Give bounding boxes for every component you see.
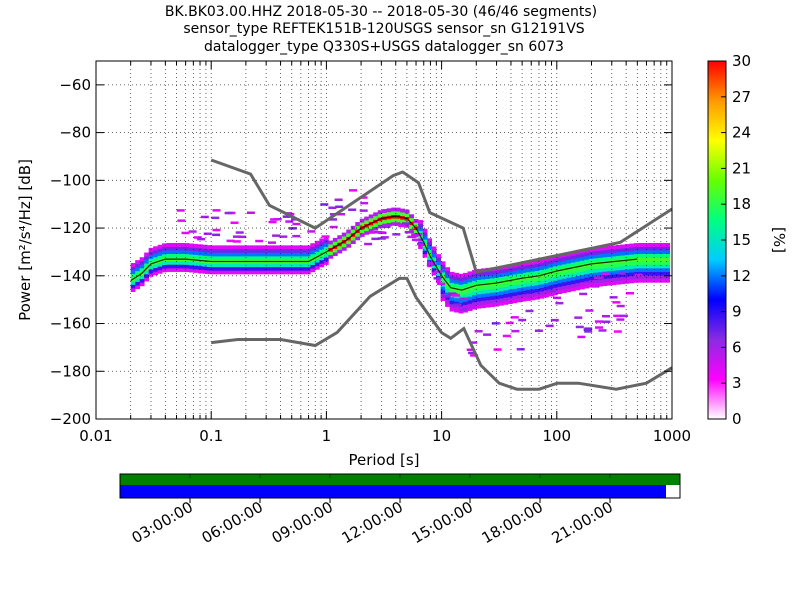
title-line-2: sensor_type REFTEK151B-120USGS sensor_sn… xyxy=(183,21,584,37)
x-tick-label: 1000 xyxy=(653,427,691,445)
low-noise-model-line xyxy=(211,276,673,391)
title-line-3: datalogger_type Q330S+USGS datalogger_sn… xyxy=(204,39,564,55)
x-tick-label: 1 xyxy=(322,427,332,445)
data-bar xyxy=(120,485,666,498)
y-axis-label: Power [m²/s⁴/Hz] [dB] xyxy=(16,159,34,321)
y-tick-label: −120 xyxy=(50,219,91,237)
y-tick-label: −180 xyxy=(50,362,91,380)
median-psd-line xyxy=(130,215,638,291)
colorbar-tick-label: 12 xyxy=(732,267,751,285)
gap-bar xyxy=(120,474,680,485)
time-tick-label: 15:00:00 xyxy=(409,498,476,547)
time-tick-label: 06:00:00 xyxy=(199,498,266,547)
colorbar-tick-label: 6 xyxy=(732,338,742,356)
x-tick-label: 0.01 xyxy=(79,427,112,445)
colorbar-tick-label: 21 xyxy=(732,159,751,177)
psd-heatmap xyxy=(130,189,671,357)
colorbar-tick-label: 24 xyxy=(732,124,751,142)
time-tick-label: 03:00:00 xyxy=(129,498,196,547)
x-tick-label: 0.1 xyxy=(199,427,223,445)
colorbar-tick-label: 9 xyxy=(732,303,742,321)
x-tick-label: 100 xyxy=(542,427,571,445)
x-axis-label: Period [s] xyxy=(348,451,419,469)
y-tick-label: −160 xyxy=(50,315,91,333)
y-tick-label: −200 xyxy=(50,410,91,428)
colorbar-tick-label: 27 xyxy=(732,88,751,106)
title-line-1: BK.BK03.00.HHZ 2018-05-30 -- 2018-05-30 … xyxy=(165,4,597,20)
colorbar-tick-label: 18 xyxy=(732,195,751,213)
chart-title: BK.BK03.00.HHZ 2018-05-30 -- 2018-05-30 … xyxy=(165,4,597,55)
colorbar-tick-label: 0 xyxy=(732,410,742,428)
colorbar-ticks: 0 3 6 9 12 15 18 21 24 27 30 xyxy=(721,52,751,428)
colorbar-tick-label: 30 xyxy=(732,52,751,70)
y-axis-ticks: −200 −180 −160 −140 −120 −100 −80 −60 xyxy=(50,76,672,428)
plot-frame xyxy=(95,60,673,420)
colorbar-label: [%] xyxy=(770,227,788,253)
colorbar-tick-label: 3 xyxy=(732,374,742,392)
plot-grid xyxy=(96,61,672,419)
x-axis-ticks: 0.01 0.1 1 10 100 1000 xyxy=(79,61,691,445)
x-tick-label: 10 xyxy=(432,427,451,445)
y-tick-label: −60 xyxy=(59,76,91,94)
time-tick-label: 12:00:00 xyxy=(339,498,406,547)
time-tick-label: 18:00:00 xyxy=(479,498,546,547)
psd-curves xyxy=(130,158,673,391)
y-tick-label: −100 xyxy=(50,171,91,189)
colorbar-tick-label: 15 xyxy=(732,231,751,249)
time-tick-label: 09:00:00 xyxy=(269,498,336,547)
time-tick-label: 21:00:00 xyxy=(549,498,616,547)
high-noise-model-line xyxy=(210,158,673,274)
y-tick-label: −80 xyxy=(59,124,91,142)
y-tick-label: −140 xyxy=(50,267,91,285)
